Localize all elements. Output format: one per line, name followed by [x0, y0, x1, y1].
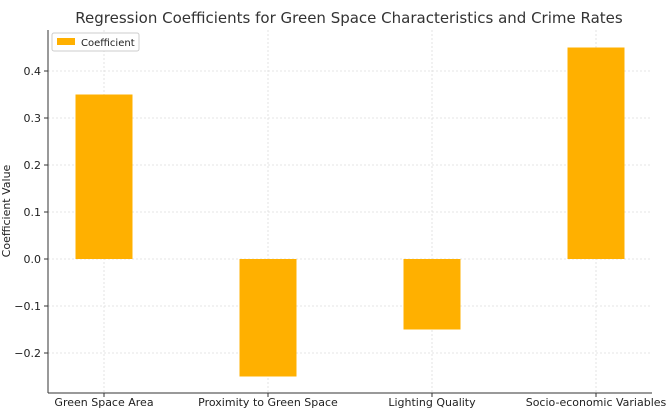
bars: [75, 47, 625, 377]
y-tick-label: −0.2: [14, 347, 41, 360]
y-axis-label: Coefficient Value: [0, 164, 13, 257]
y-tick-label: 0.3: [24, 112, 42, 125]
bar-proximity-to-green-space: [239, 259, 297, 377]
legend: Coefficient: [51, 32, 140, 52]
x-tick-label: Socio-economic Variables: [526, 396, 667, 409]
legend-swatch: [57, 38, 75, 45]
y-ticks: −0.2 −0.1 0.0 0.1 0.2 0.3 0.4: [14, 65, 48, 360]
chart-title: Regression Coefficients for Green Space …: [75, 9, 623, 27]
y-tick-label: 0.4: [24, 65, 42, 78]
bar-lighting-quality: [403, 259, 461, 330]
y-tick-label: 0.2: [24, 159, 42, 172]
x-ticks: Green Space Area Proximity to Green Space…: [54, 393, 667, 409]
y-tick-label: −0.1: [14, 300, 41, 313]
x-tick-label: Green Space Area: [54, 396, 153, 409]
bar-green-space-area: [75, 94, 133, 259]
x-tick-label: Lighting Quality: [388, 396, 476, 409]
y-tick-label: 0.0: [24, 253, 42, 266]
x-tick-label: Proximity to Green Space: [198, 396, 338, 409]
y-tick-label: 0.1: [24, 206, 42, 219]
axes: [47, 30, 652, 394]
bar-socio-economic-variables: [567, 47, 625, 259]
legend-label: Coefficient: [81, 38, 135, 49]
legend-frame: [51, 32, 140, 52]
grid: [48, 30, 652, 393]
